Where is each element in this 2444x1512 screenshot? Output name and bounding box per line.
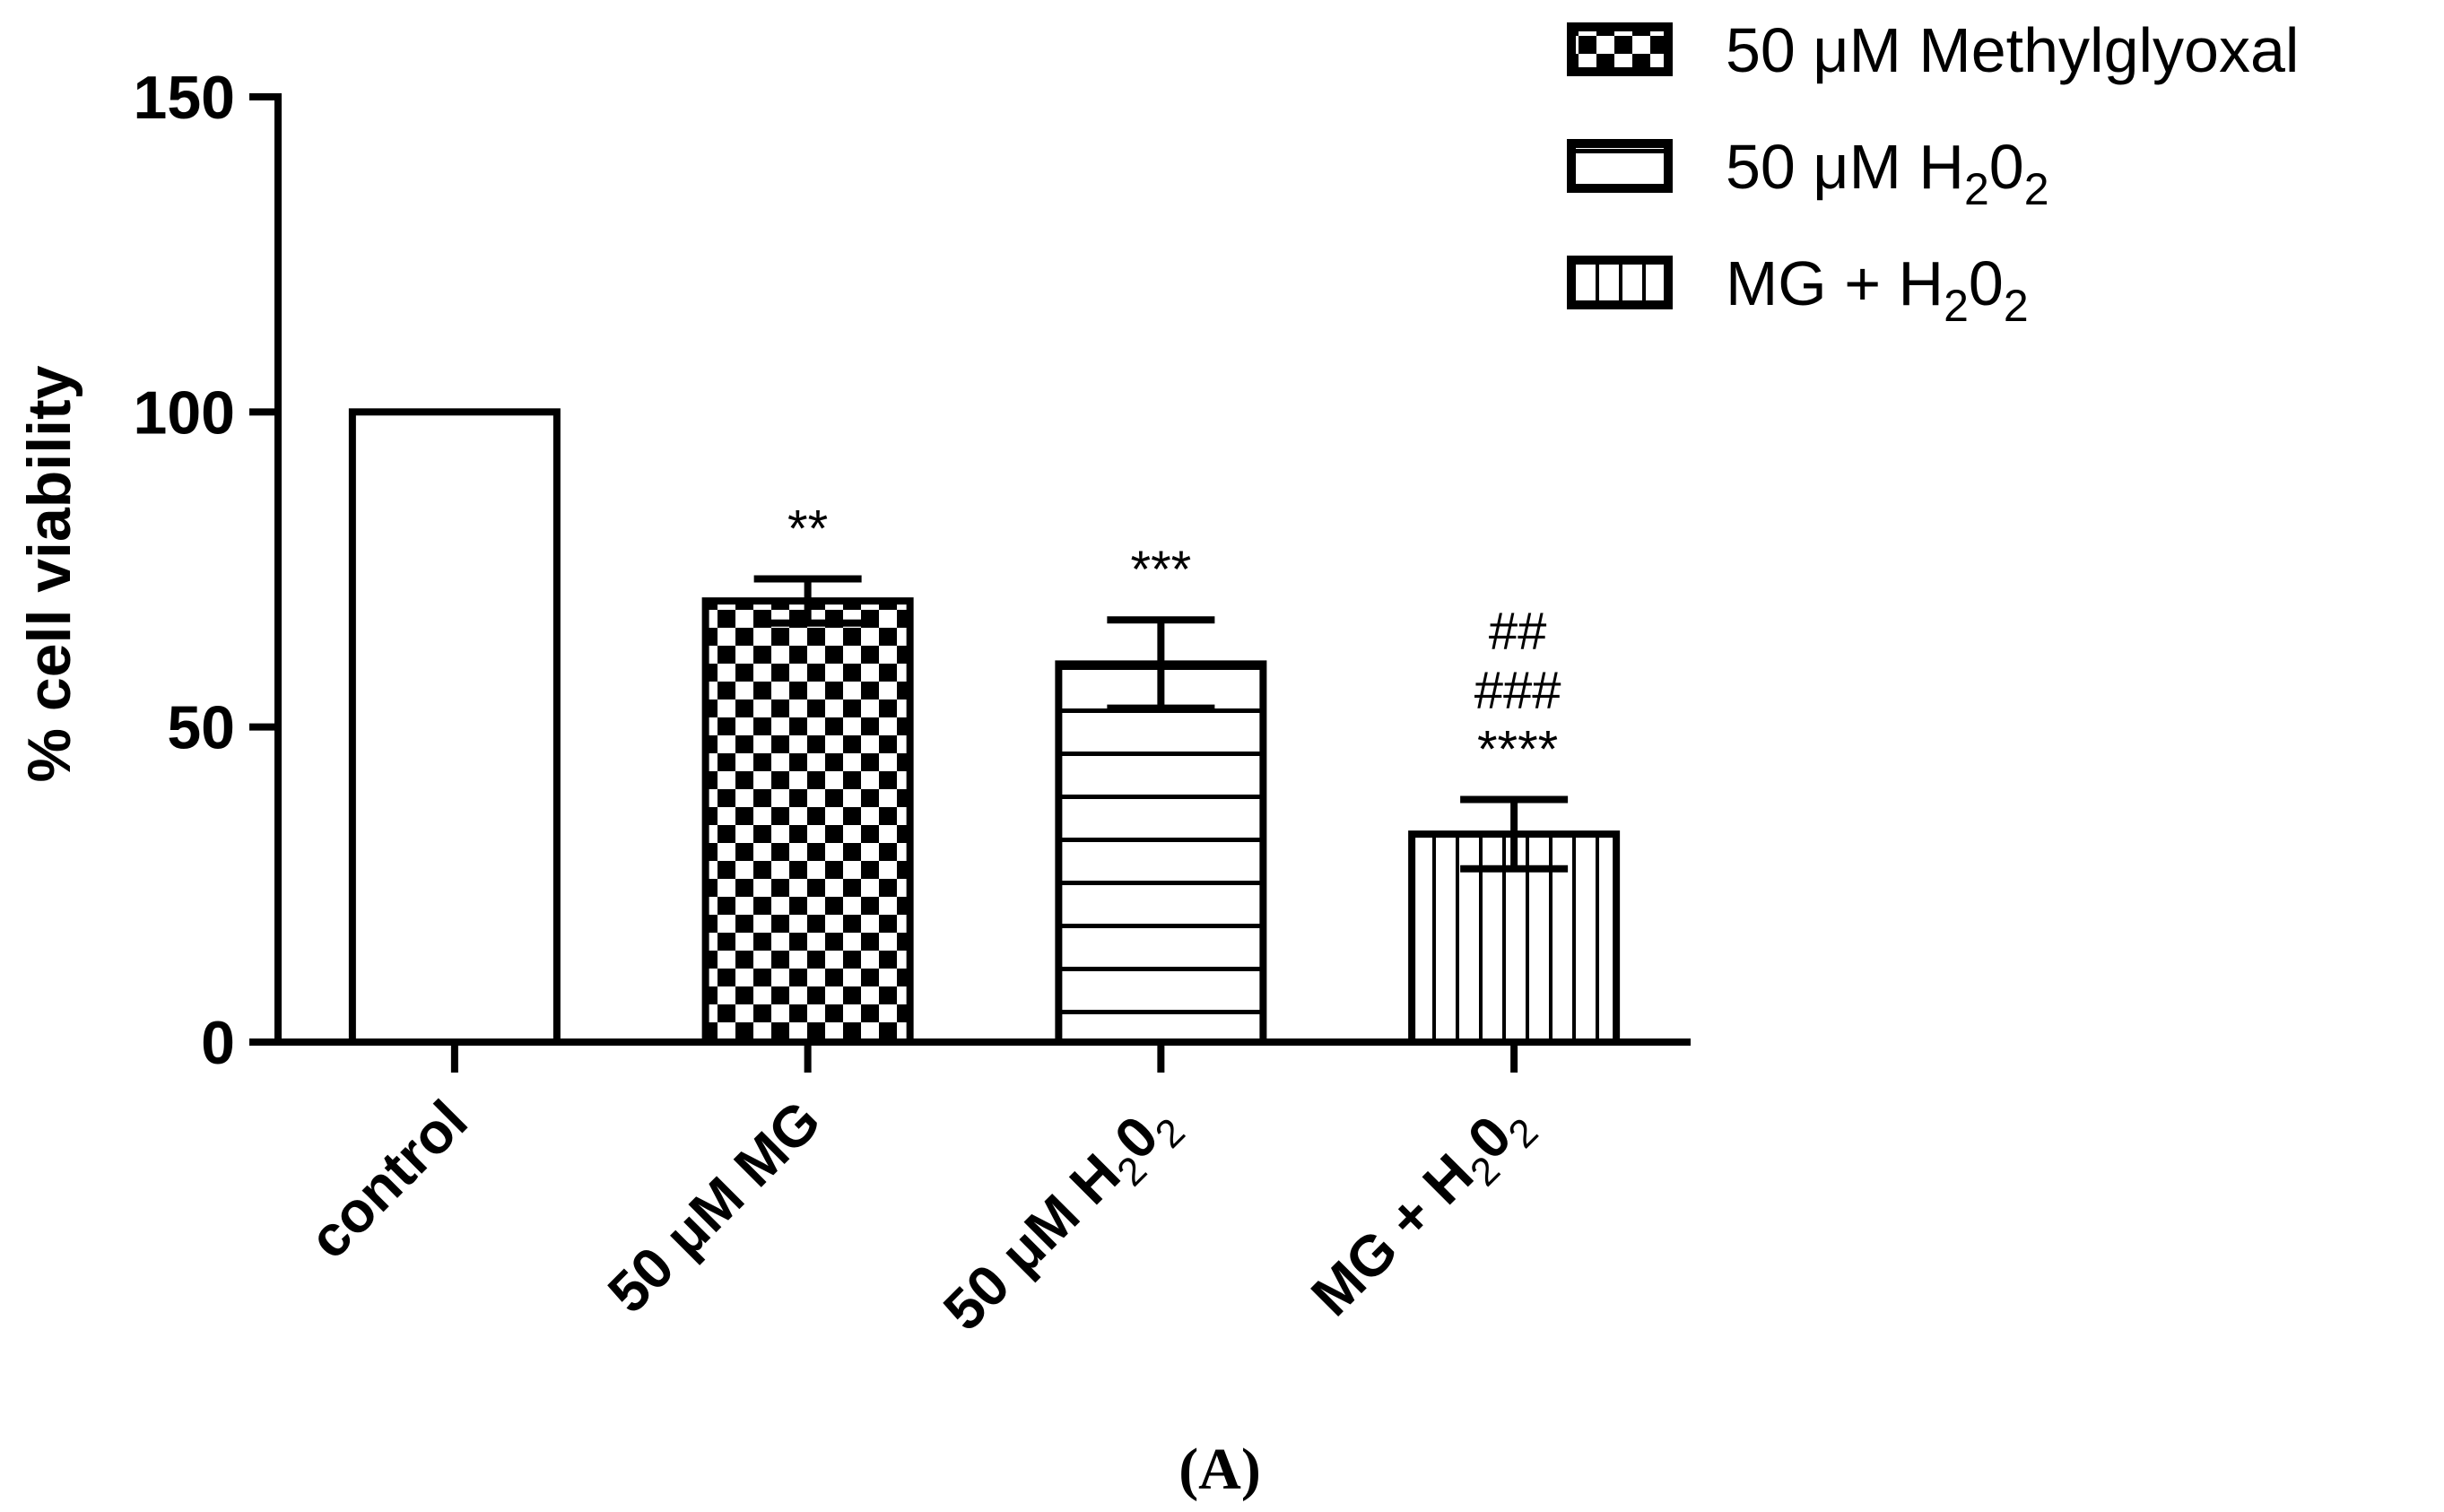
legend-swatch-methylglyoxal: [1567, 22, 1673, 76]
y-tick-label: 100: [134, 378, 235, 447]
x-tick-label-h2o2: 50 μM H202: [931, 1088, 1194, 1351]
legend-label-mg-h2o2: MG + H202: [1726, 248, 2029, 331]
x-tick-label-mg-h2o2: MG + H202: [1299, 1088, 1546, 1335]
bar-mg-h2o2: [1408, 830, 1621, 1046]
significance-marker: ****: [1477, 720, 1558, 778]
significance-marker: ***: [1131, 541, 1192, 599]
bar-mg: [701, 597, 914, 1047]
bar-control: [348, 408, 561, 1047]
bar-h2o2: [1055, 660, 1267, 1047]
y-tick-label: 0: [201, 1009, 235, 1077]
legend-label-h2o2: 50 μM H202: [1726, 132, 2049, 214]
x-tick-label-control: control: [297, 1088, 480, 1271]
legend-label-methylglyoxal: 50 μM Methylglyoxal: [1726, 15, 2299, 85]
significance-marker: ###: [1474, 661, 1561, 719]
y-tick-label: 150: [134, 64, 235, 132]
panel-label: (A): [1179, 1437, 1261, 1502]
y-tick-label: 50: [167, 694, 235, 762]
significance-marker: ##: [1489, 602, 1547, 660]
legend-swatch-mg-h2o2: [1567, 256, 1673, 309]
significance-marker: **: [787, 500, 828, 559]
x-tick-label-mg: 50 μM MG: [596, 1088, 833, 1325]
legend-swatch-h2o2: [1567, 139, 1673, 193]
y-axis-label: % cell viability: [15, 365, 83, 782]
